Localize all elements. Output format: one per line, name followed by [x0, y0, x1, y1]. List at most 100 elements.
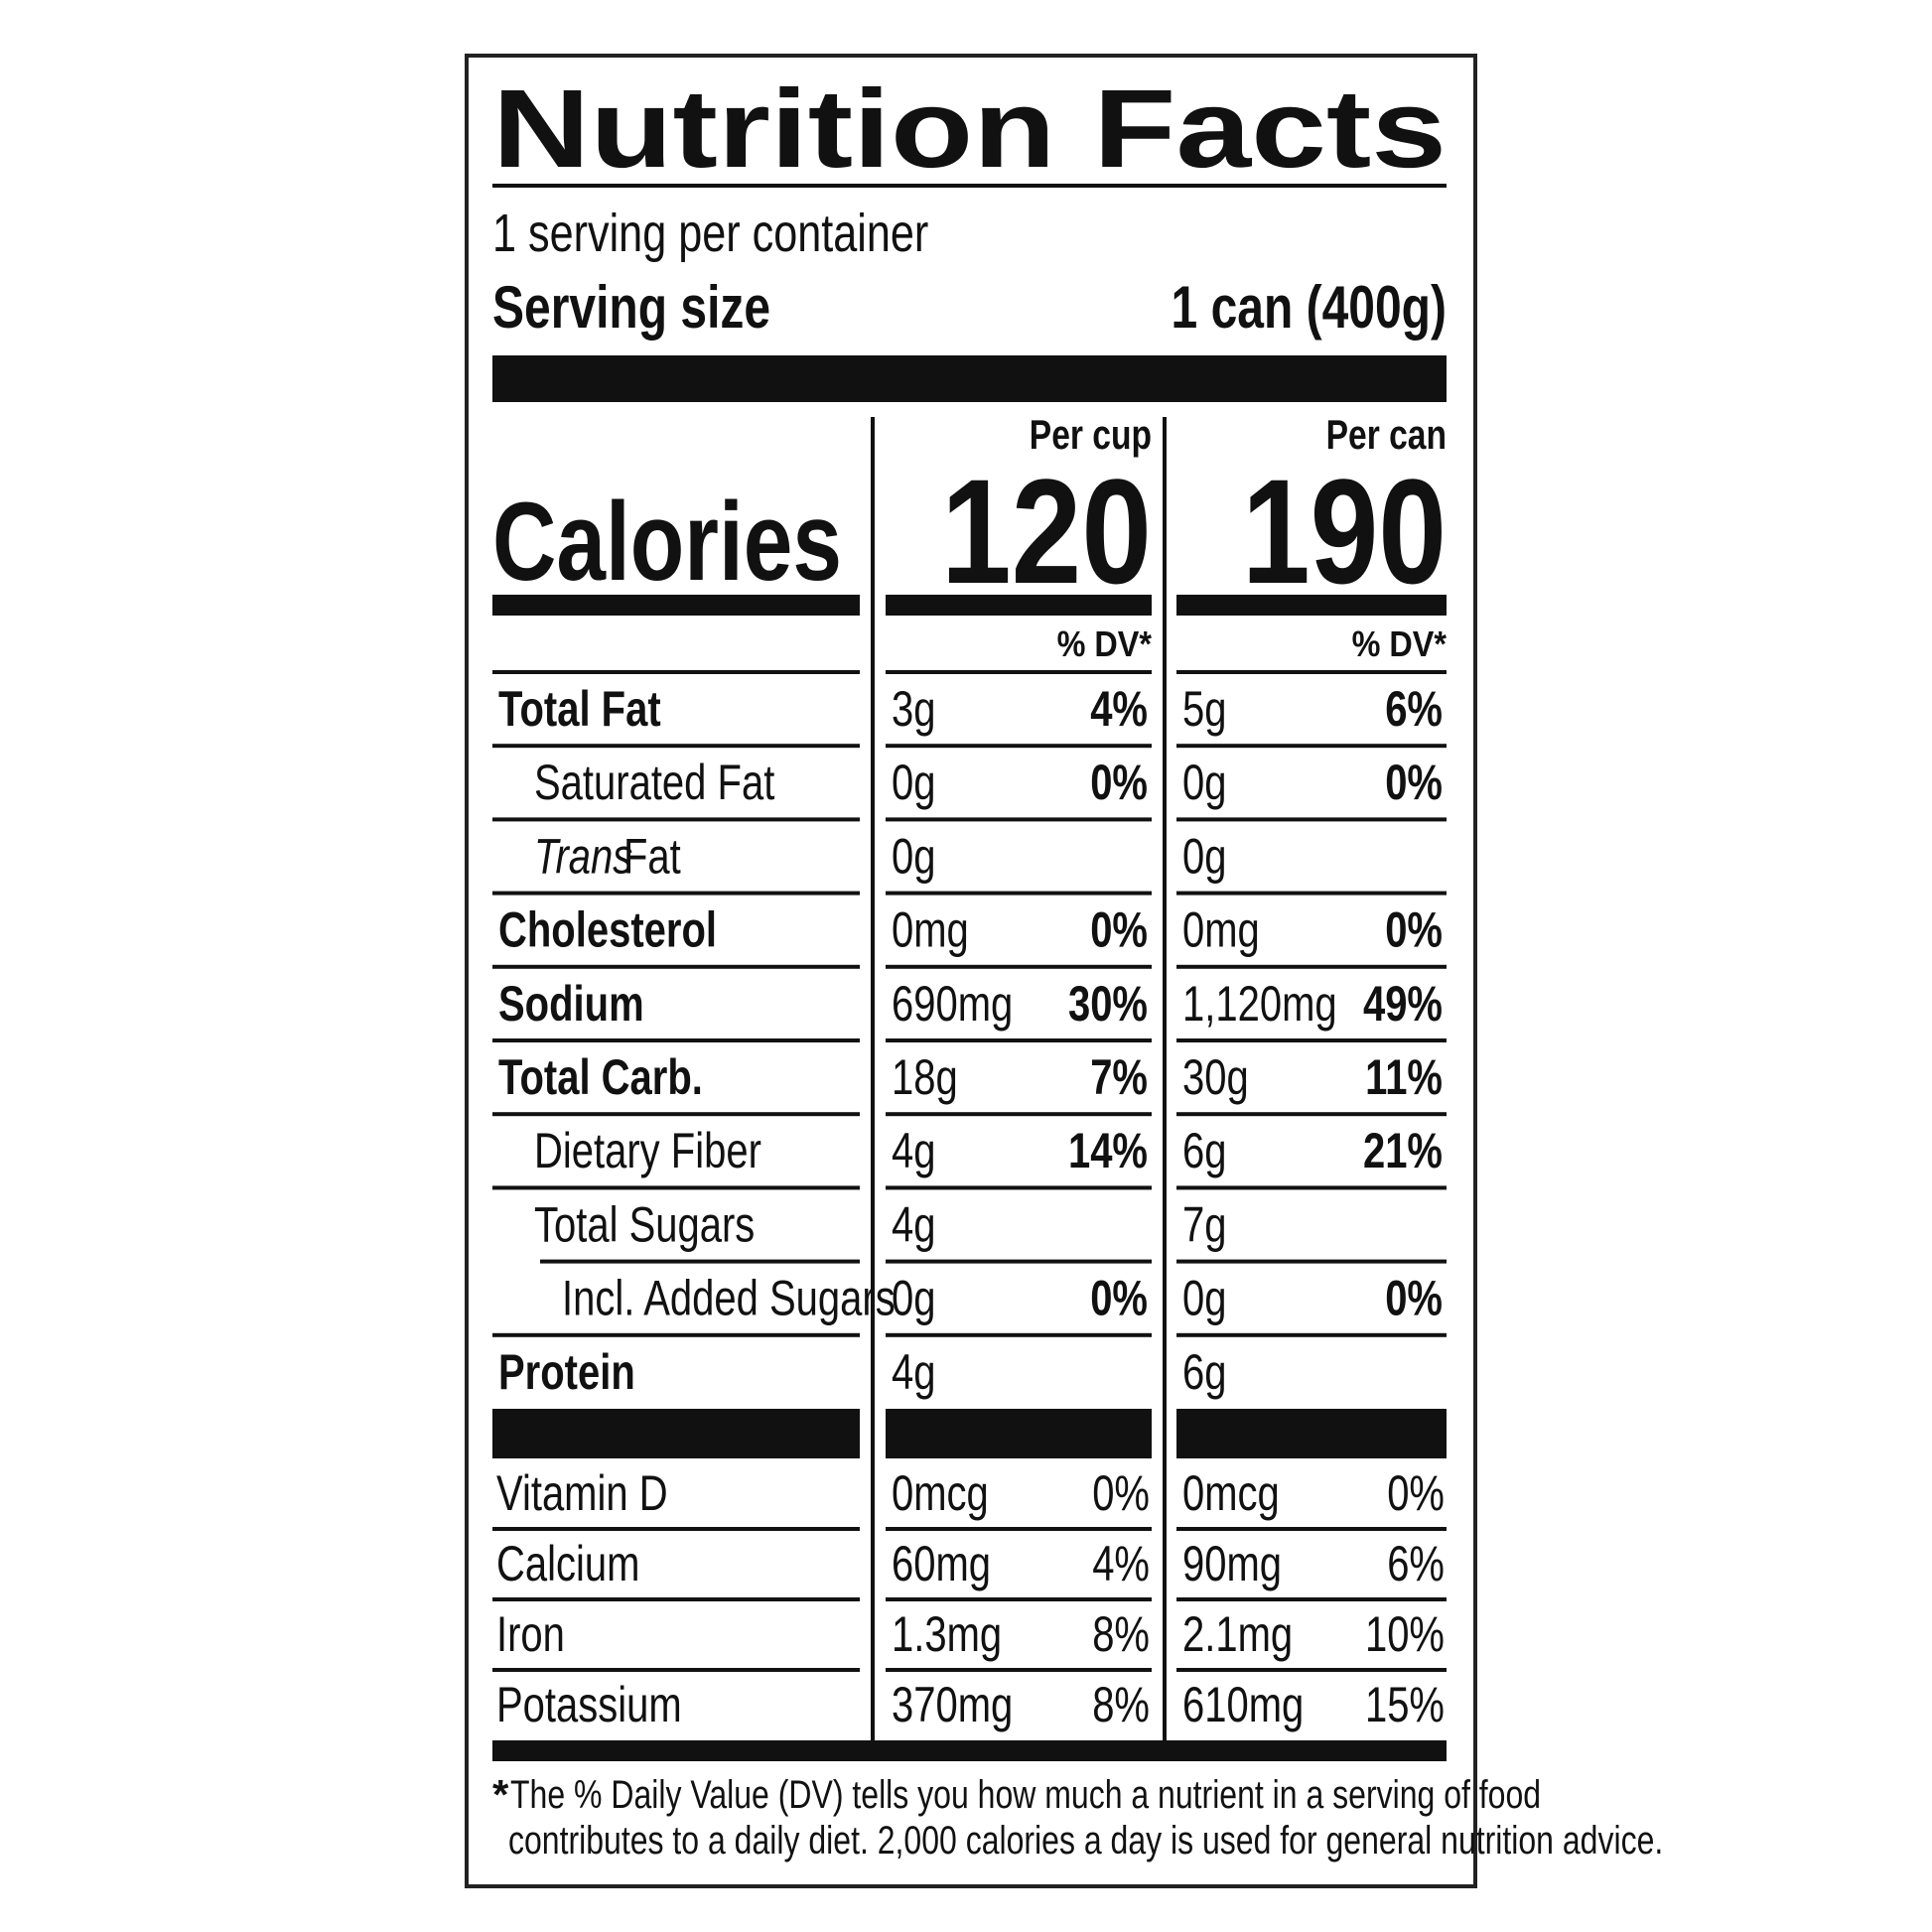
daily-value-group: 14% — [1068, 1123, 1148, 1178]
daily-value: 14% — [1068, 1123, 1148, 1178]
daily-value: 0% — [1385, 901, 1443, 957]
amount-group: 30g — [1182, 1049, 1249, 1105]
amount-group: 4g — [892, 1196, 935, 1252]
row-rule — [1176, 1332, 1447, 1337]
daily-value-group: 4% — [1090, 681, 1148, 737]
bottom-bar — [492, 1740, 1447, 1761]
row-rule — [492, 1112, 860, 1117]
daily-value: 7% — [1090, 1049, 1148, 1105]
amount-group: 0g — [1182, 828, 1226, 884]
daily-value-group: 8% — [1092, 1677, 1150, 1732]
amount-group: 2.1mg — [1182, 1606, 1293, 1662]
row-rule — [1176, 1259, 1447, 1264]
vitamin-name-group: Iron — [496, 1606, 565, 1662]
amount: 1,120mg — [1182, 976, 1337, 1032]
nutrient-name: Cholesterol — [498, 901, 717, 957]
nutrient-name-group: Saturated Fat — [534, 755, 775, 810]
row-rule — [886, 1112, 1152, 1117]
daily-value: 8% — [1092, 1677, 1150, 1732]
amount-group: 0mg — [1182, 901, 1260, 957]
column-heading: Per cup — [1030, 413, 1152, 459]
row-rule — [492, 964, 860, 969]
calories-label-group: Calories — [492, 480, 842, 604]
nutrient-name-group: Protein — [498, 1344, 635, 1400]
row-rule — [1176, 817, 1447, 822]
amount: 3g — [892, 681, 935, 737]
row-rule — [1176, 670, 1447, 674]
row-rule — [886, 817, 1152, 822]
row-rule — [492, 1668, 860, 1672]
row-rule — [886, 1668, 1152, 1672]
amount-group: 3g — [892, 681, 935, 737]
amount-group: 0g — [1182, 1270, 1226, 1325]
nutrient-name-italic-group: Trans — [534, 828, 632, 884]
amount-group: 60mg — [892, 1536, 991, 1591]
daily-value-group: 11% — [1365, 1049, 1443, 1105]
column-heading-group: Per cup — [1030, 413, 1152, 459]
amount-group: 0g — [892, 755, 935, 810]
amount: 0g — [1182, 1270, 1226, 1325]
nutrient-name-group: Fat — [623, 828, 681, 884]
nutrient-name-group: Total Carb. — [498, 1049, 703, 1105]
vitamin-name-group: Calcium — [496, 1536, 639, 1591]
amount-group: 0mcg — [1182, 1465, 1280, 1521]
amount-group: 690mg — [892, 976, 1013, 1032]
row-rule — [492, 1597, 860, 1601]
footnote-line: contributes to a daily diet. 2,000 calor… — [508, 1818, 1663, 1863]
amount-group: 7g — [1182, 1196, 1226, 1252]
amount-group: 0mg — [892, 901, 969, 957]
amount: 30g — [1182, 1049, 1249, 1105]
row-rule — [886, 744, 1152, 749]
amount: 4g — [892, 1344, 935, 1400]
amount: 2.1mg — [1182, 1606, 1293, 1662]
row-rule — [492, 670, 860, 674]
row-rule — [886, 1597, 1152, 1601]
calories-value-group: 120 — [941, 448, 1152, 615]
daily-value-group: 6% — [1385, 681, 1443, 737]
daily-value: 11% — [1365, 1049, 1443, 1105]
serving-size-label-group: Serving size — [492, 274, 770, 341]
row-rule — [492, 1527, 860, 1531]
column-divider — [871, 417, 875, 1740]
title: Nutrition Facts — [492, 67, 1447, 191]
amount: 60mg — [892, 1536, 991, 1591]
row-rule — [1176, 744, 1447, 749]
row-rule — [1176, 1038, 1447, 1042]
amount-group: 18g — [892, 1049, 958, 1105]
amount: 6g — [1182, 1123, 1226, 1178]
nutrient-name-group: Sodium — [498, 976, 644, 1032]
daily-value-group: 0% — [1090, 755, 1148, 810]
row-rule — [1176, 1527, 1447, 1531]
vitamin-bar — [886, 1409, 1152, 1458]
daily-value-group: 0% — [1385, 755, 1443, 810]
daily-value-group: 0% — [1090, 1270, 1148, 1325]
calories-label: Calories — [492, 480, 842, 604]
nutrient-name: Total Fat — [498, 681, 661, 737]
amount-group: 0g — [892, 1270, 935, 1325]
row-rule — [492, 1185, 860, 1190]
amount-group: 5g — [1182, 681, 1226, 737]
serving-size-label: Serving size — [492, 274, 770, 341]
row-rule — [886, 964, 1152, 969]
servings-group: 1 serving per container — [492, 205, 928, 264]
title-group: Nutrition Facts — [492, 67, 1447, 191]
amount-group: 0mcg — [892, 1465, 989, 1521]
amount-group: 4g — [892, 1123, 935, 1178]
daily-value-group: 30% — [1068, 976, 1148, 1032]
daily-value: 0% — [1090, 1270, 1148, 1325]
vitamin-name-group: Vitamin D — [496, 1465, 668, 1521]
row-rule — [492, 1038, 860, 1042]
daily-value: 10% — [1365, 1606, 1445, 1662]
thick-bar — [492, 355, 1447, 402]
amount-group: 1,120mg — [1182, 976, 1337, 1032]
footnote-line-group: The % Daily Value (DV) tells you how muc… — [510, 1772, 1541, 1817]
nutrient-name: Protein — [498, 1344, 635, 1400]
vitamin-name-group: Potassium — [496, 1677, 682, 1732]
daily-value: 4% — [1090, 681, 1148, 737]
vitamin-bar — [1176, 1409, 1447, 1458]
serving-size-value: 1 can (400g) — [1172, 274, 1447, 341]
row-rule — [886, 1332, 1152, 1337]
daily-value-group: 7% — [1090, 1049, 1148, 1105]
daily-value-group: 0% — [1387, 1465, 1445, 1521]
serving-size-value-group: 1 can (400g) — [1172, 274, 1447, 341]
